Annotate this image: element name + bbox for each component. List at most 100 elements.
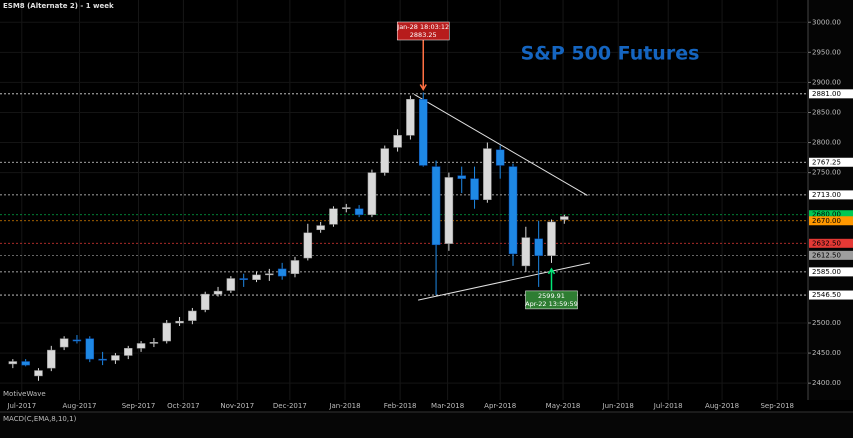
level-label: 2881.00 xyxy=(812,90,841,98)
x-tick-label: Sep-2017 xyxy=(122,402,156,410)
level-label-bg xyxy=(809,210,853,220)
level-label: 2670.00 xyxy=(812,217,841,225)
candle-body xyxy=(162,322,171,342)
y-tick-label: 2450.00 xyxy=(812,349,841,357)
level-label: 2713.00 xyxy=(812,191,841,199)
level-label: 2546.50 xyxy=(812,291,841,299)
candle-body xyxy=(367,172,377,215)
annotation-text: 2883.25 xyxy=(410,31,437,39)
annotation-box xyxy=(396,21,450,41)
time-axis-bg xyxy=(0,400,853,412)
candle-body xyxy=(21,361,30,366)
x-tick-label: May-2018 xyxy=(546,402,581,410)
candle-body xyxy=(393,135,402,148)
candle-body xyxy=(508,166,518,255)
level-label-bg xyxy=(809,267,853,277)
candle-body xyxy=(98,358,107,361)
y-tick-label: 2850.00 xyxy=(812,108,841,116)
x-tick-label: Sep-2018 xyxy=(760,402,794,410)
annotation-text: 2599.91 xyxy=(538,292,565,300)
x-tick-label: Jan-2018 xyxy=(328,402,360,410)
candle-body xyxy=(354,208,364,215)
y-tick-label: 2950.00 xyxy=(812,48,841,56)
candle-body xyxy=(444,177,454,244)
candle-body xyxy=(316,225,325,231)
macd-panel xyxy=(0,412,853,438)
plot xyxy=(0,0,808,400)
x-tick-label: Nov-2017 xyxy=(220,402,254,410)
chart-title: ESM8 (Alternate 2) - 1 week xyxy=(3,2,114,10)
y-tick-label: 2750.00 xyxy=(812,169,841,177)
level-label: 2680.00 xyxy=(812,211,841,219)
candle-body xyxy=(290,260,300,274)
candle-body xyxy=(239,278,248,280)
candle-body xyxy=(124,348,133,356)
candle-body xyxy=(457,175,466,179)
candle-body xyxy=(418,98,428,166)
candle-body xyxy=(329,208,338,225)
annotation-arrowhead xyxy=(419,84,427,91)
y-tick-label: 2500.00 xyxy=(812,319,841,327)
candle-body xyxy=(534,238,543,256)
indicator-label: MACD(C,EMA,8,10,1) xyxy=(3,415,77,423)
level-label-bg xyxy=(809,157,853,167)
x-tick-label: Jul-2018 xyxy=(653,402,683,410)
candle-body xyxy=(342,207,351,209)
brand: MotiveWave xyxy=(3,390,46,398)
x-tick-label: Mar-2018 xyxy=(431,402,464,410)
level-label-bg xyxy=(809,290,853,300)
level-label-bg xyxy=(809,250,853,260)
annotation-box xyxy=(525,290,578,310)
candle-body xyxy=(47,349,56,369)
candle-body xyxy=(521,237,531,267)
x-tick-label: Aug-2018 xyxy=(705,402,739,410)
level-label-bg xyxy=(809,89,853,99)
trendline xyxy=(418,262,591,301)
candle-body xyxy=(303,232,313,259)
candle-body xyxy=(483,148,492,200)
y-tick-label: 2400.00 xyxy=(812,379,841,387)
price-axis-bg xyxy=(808,0,853,400)
x-tick-label: Dec-2017 xyxy=(273,402,307,410)
candle-body xyxy=(380,148,390,173)
x-tick-label: Feb-2018 xyxy=(384,402,417,410)
candle-body xyxy=(8,361,18,365)
annotation-text: Apr-22 13:59:59 xyxy=(525,300,578,308)
candle-body xyxy=(252,274,261,280)
level-label: 2585.00 xyxy=(812,268,841,276)
candle-body xyxy=(149,342,159,344)
level-label-bg xyxy=(809,216,853,226)
candle-body xyxy=(547,221,556,256)
level-label-bg xyxy=(809,238,853,248)
y-tick-label: 2900.00 xyxy=(812,78,841,86)
x-tick-label: Jun-2018 xyxy=(602,402,634,410)
candle-body xyxy=(560,216,569,220)
candle-body xyxy=(200,293,210,311)
annotation-text: Jan-28 18:03:12 xyxy=(396,23,449,31)
watermark: S&P 500 Futures xyxy=(521,43,700,65)
x-tick-label: Oct-2017 xyxy=(167,402,199,410)
candle-body xyxy=(34,370,43,377)
y-tick-label: 3000.00 xyxy=(812,18,841,26)
candle-body xyxy=(188,310,197,321)
x-tick-label: Jul-2017 xyxy=(6,402,36,410)
candle-body xyxy=(226,278,236,291)
candle-body xyxy=(470,178,479,200)
candle-body xyxy=(111,355,120,361)
level-label: 2767.25 xyxy=(812,158,841,166)
candle-body xyxy=(72,339,82,342)
level-label: 2612.50 xyxy=(812,251,841,259)
candle-body xyxy=(175,320,184,324)
candle-body xyxy=(136,343,146,349)
trendline xyxy=(414,94,588,196)
candle-body xyxy=(277,268,287,277)
candle-body xyxy=(265,273,274,276)
x-tick-label: Aug-2017 xyxy=(63,402,97,410)
candle-body xyxy=(85,338,95,360)
candle-body xyxy=(495,149,505,166)
candle-body xyxy=(59,338,69,348)
candle-body xyxy=(213,290,223,295)
